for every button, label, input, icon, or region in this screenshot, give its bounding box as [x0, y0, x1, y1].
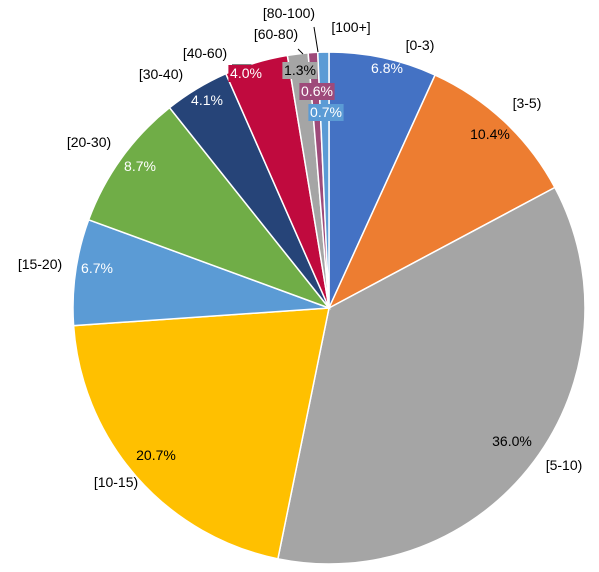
pie-slice-3-5: [327, 74, 556, 310]
pie-slice-5-10: [276, 186, 586, 565]
category-label-80-100: [80-100): [263, 5, 315, 21]
data-label-0-3: 6.8%: [371, 60, 403, 76]
data-label-background: [308, 104, 344, 121]
category-label-15-20: [15-20): [18, 256, 62, 272]
leader-line: [313, 26, 319, 53]
category-label-3-5: [3-5): [513, 95, 542, 111]
percent-labels: 6.8% 10.4% 36.0% 20.7% 6.7% 8.7% 4.1% 4.0% 1.3% 0…: [81, 60, 532, 463]
data-label-15-20: 6.7%: [81, 260, 113, 276]
category-label-100: [100+]: [331, 19, 370, 35]
pie-slice-0-3: [328, 51, 437, 309]
data-label-30-40: 4.1%: [191, 92, 223, 108]
pie-slice-20-30: [87, 106, 332, 310]
category-label-20-30: [20-30): [67, 134, 111, 150]
data-label-5-10: 36.0%: [492, 433, 532, 449]
data-label-20-30: 8.7%: [124, 158, 156, 174]
category-label-30-40: [30-40): [139, 66, 183, 82]
leader-line: [297, 48, 304, 55]
pie-slices: [72, 51, 586, 565]
data-label-background: [299, 83, 335, 100]
data-label-background: [228, 65, 264, 82]
category-label-10-15: [10-15): [94, 474, 138, 490]
data-label-background: [282, 62, 318, 79]
data-label-80-100: 0.6%: [301, 83, 333, 99]
pie-slice-15-20: [72, 218, 330, 327]
category-labels: [0-3) [3-5) [5-10) [10-15) [15-20) [20-30) [30…: [18, 5, 582, 490]
category-label-5-10: [5-10): [546, 457, 583, 473]
data-label-60-80: 1.3%: [284, 62, 316, 78]
data-label-100: 0.7%: [310, 104, 342, 120]
data-label-40-60: 4.0%: [230, 65, 262, 81]
pie-slice-10-15: [72, 307, 330, 560]
category-label-60-80: [60-80): [254, 26, 298, 42]
category-label-0-3: [0-3): [406, 37, 435, 53]
category-label-40-60: [40-60): [183, 45, 227, 61]
data-label-3-5: 10.4%: [470, 126, 510, 142]
data-label-10-15: 20.7%: [136, 447, 176, 463]
